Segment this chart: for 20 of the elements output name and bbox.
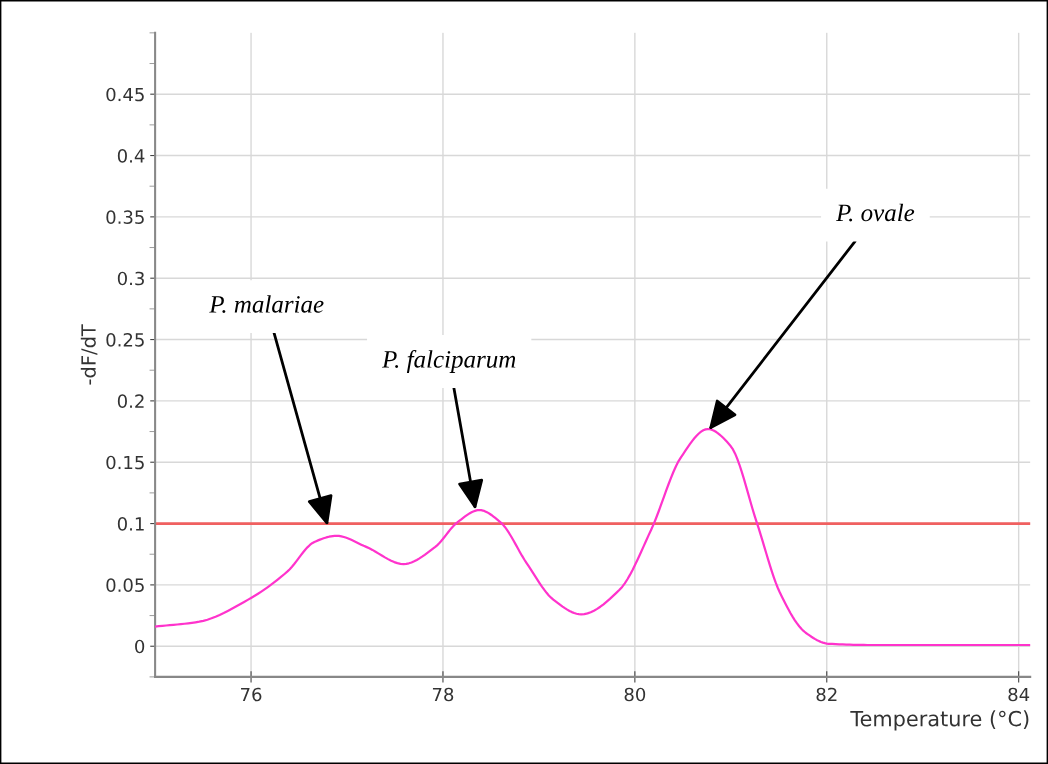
x-tick-label: 80 (624, 687, 646, 702)
y-tick-label: 0.35 (106, 210, 144, 224)
x-tick-label: 84 (1008, 687, 1030, 702)
x-tick-label: 76 (241, 687, 262, 702)
y-tick-label: 0.25 (106, 333, 144, 347)
y-tick-label: 0.3 (117, 271, 144, 286)
annotation: P. falciparum (381, 349, 516, 373)
y-tick-label: 0.2 (117, 394, 144, 408)
x-tick-label: 82 (816, 687, 837, 702)
annotation: P. malariae (209, 295, 324, 313)
y-tick-label: 0.05 (106, 578, 144, 593)
x-tick-label: 78 (432, 687, 454, 702)
y-tick-label: 0.4 (117, 148, 145, 163)
y-tick-label: 0.15 (106, 455, 144, 470)
annotation: P. ovale (835, 203, 915, 222)
y-tick-label: 0 (135, 639, 145, 654)
y-tick-label: 0.1 (117, 517, 144, 531)
y-tick-label: 0.45 (106, 87, 144, 102)
y-axis-title: -dF/dT (80, 324, 98, 385)
x-axis-title: Temperature (°C) (850, 710, 1029, 731)
